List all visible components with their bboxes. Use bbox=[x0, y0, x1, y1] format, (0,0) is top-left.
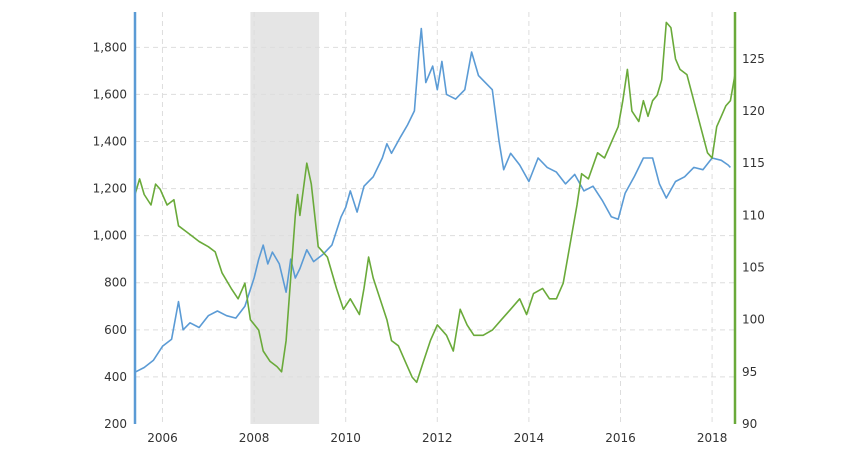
left-tick-label: 800 bbox=[104, 276, 127, 290]
left-tick-label: 200 bbox=[104, 417, 127, 431]
recession-band bbox=[250, 12, 320, 424]
series-line-left bbox=[134, 27, 731, 373]
left-tick-label: 1,400 bbox=[93, 134, 127, 148]
x-tick-label: 2012 bbox=[422, 431, 453, 445]
x-tick-label: 2014 bbox=[514, 431, 545, 445]
grid-horizontal bbox=[135, 46, 735, 378]
left-tick-label: 1,600 bbox=[93, 87, 127, 101]
left-tick-label: 1,800 bbox=[93, 40, 127, 54]
left-tick-label: 400 bbox=[104, 370, 127, 384]
left-tick-label: 600 bbox=[104, 323, 127, 337]
right-tick-label: 120 bbox=[742, 104, 765, 118]
left-axis-ticks: 200 400 600 800 1,000 1,200 1,400 1,600 1,800 bbox=[93, 40, 127, 431]
right-tick-label: 90 bbox=[742, 417, 757, 431]
x-tick-label: 2008 bbox=[239, 431, 270, 445]
left-tick-label: 1,200 bbox=[93, 182, 127, 196]
right-tick-label: 110 bbox=[742, 208, 765, 222]
x-tick-label: 2006 bbox=[147, 431, 178, 445]
x-tick-label: 2018 bbox=[697, 431, 728, 445]
right-tick-label: 100 bbox=[742, 313, 765, 327]
grid-vertical bbox=[161, 12, 713, 424]
x-tick-label: 2010 bbox=[330, 431, 361, 445]
right-tick-label: 105 bbox=[742, 261, 765, 275]
axes-layer bbox=[133, 12, 737, 424]
right-tick-label: 125 bbox=[742, 52, 765, 66]
series-line-right bbox=[134, 21, 736, 384]
right-tick-label: 115 bbox=[742, 156, 765, 170]
x-tick-label: 2016 bbox=[605, 431, 636, 445]
left-tick-label: 1,000 bbox=[93, 229, 127, 243]
series-layer bbox=[134, 21, 736, 384]
recession-shade bbox=[250, 12, 320, 424]
right-axis-ticks: 90 95 100 105 110 115 120 125 bbox=[742, 52, 765, 431]
right-tick-label: 95 bbox=[742, 365, 757, 379]
x-axis-ticks: 2006 2008 2010 2012 2014 2016 2018 bbox=[147, 431, 727, 445]
